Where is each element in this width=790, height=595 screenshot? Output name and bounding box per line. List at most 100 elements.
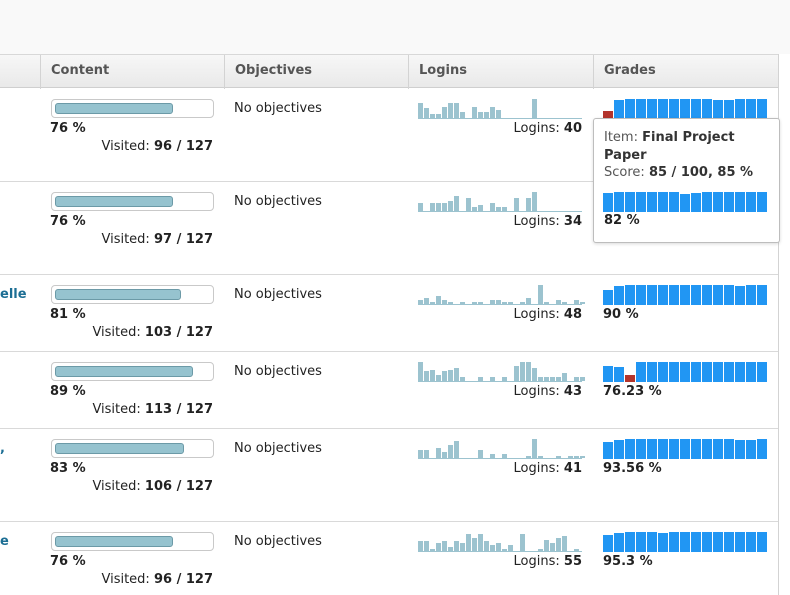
grade-bar[interactable] xyxy=(702,439,712,459)
grade-bar[interactable] xyxy=(669,99,679,119)
grade-bar[interactable] xyxy=(658,362,668,382)
grade-bar[interactable] xyxy=(647,439,657,459)
grade-bar[interactable] xyxy=(625,439,635,459)
grade-bar[interactable] xyxy=(757,362,767,382)
student-name-link[interactable]: , xyxy=(0,441,5,456)
grade-bar[interactable] xyxy=(603,442,613,459)
grade-bar[interactable] xyxy=(713,285,723,305)
grade-bar[interactable] xyxy=(680,99,690,119)
grade-bar[interactable] xyxy=(702,192,712,212)
grade-bar[interactable] xyxy=(680,362,690,382)
grade-bar[interactable] xyxy=(636,439,646,459)
grade-bar[interactable] xyxy=(702,99,712,119)
grade-bar[interactable] xyxy=(757,99,767,119)
grade-bar[interactable] xyxy=(603,366,613,382)
grade-bar[interactable] xyxy=(680,439,690,459)
grade-bar[interactable] xyxy=(713,100,723,119)
grade-bar[interactable] xyxy=(724,100,734,119)
logins-sparkline[interactable] xyxy=(418,532,582,552)
grade-bar[interactable] xyxy=(702,362,712,382)
grade-bar[interactable] xyxy=(757,192,767,212)
grade-bar[interactable] xyxy=(658,192,668,212)
grade-bar[interactable] xyxy=(669,532,679,552)
grade-bar[interactable] xyxy=(636,192,646,212)
grade-bar[interactable] xyxy=(625,192,635,212)
grade-bar[interactable] xyxy=(669,192,679,212)
grade-bar[interactable] xyxy=(680,285,690,305)
grade-bar[interactable] xyxy=(713,362,723,382)
grade-bar[interactable] xyxy=(603,193,613,212)
grades-chart[interactable] xyxy=(603,439,768,459)
grade-bar[interactable] xyxy=(746,192,756,212)
grade-bar[interactable] xyxy=(746,440,756,459)
grade-bar[interactable] xyxy=(669,362,679,382)
grade-bar[interactable] xyxy=(746,99,756,119)
grade-bar[interactable] xyxy=(713,192,723,212)
grade-bar[interactable] xyxy=(625,532,635,552)
grade-bar[interactable] xyxy=(702,532,712,552)
column-header-logins[interactable]: Logins xyxy=(408,55,593,89)
grade-bar[interactable] xyxy=(735,440,745,459)
grades-chart[interactable] xyxy=(603,362,768,382)
grade-bar[interactable] xyxy=(680,194,690,212)
grade-bar[interactable] xyxy=(636,285,646,305)
grade-bar[interactable] xyxy=(614,286,624,305)
grade-bar[interactable] xyxy=(691,193,701,212)
logins-sparkline[interactable] xyxy=(418,439,585,459)
grade-bar[interactable] xyxy=(702,285,712,305)
grade-bar[interactable] xyxy=(603,535,613,552)
grade-bar[interactable] xyxy=(691,439,701,459)
grade-bar[interactable] xyxy=(636,99,646,119)
grade-bar[interactable] xyxy=(614,367,624,382)
grade-bar[interactable] xyxy=(691,532,701,552)
grade-bar[interactable] xyxy=(658,439,668,459)
grade-bar[interactable] xyxy=(658,533,668,552)
column-header-content[interactable]: Content xyxy=(40,55,224,89)
grade-bar[interactable] xyxy=(724,192,734,212)
grade-bar[interactable] xyxy=(713,439,723,459)
grade-bar[interactable] xyxy=(614,533,624,552)
grade-bar[interactable] xyxy=(746,532,756,552)
grade-bar[interactable] xyxy=(735,192,745,212)
grade-bar[interactable] xyxy=(647,285,657,305)
grade-bar[interactable] xyxy=(625,99,635,119)
grade-bar[interactable] xyxy=(724,439,734,459)
grade-bar[interactable] xyxy=(647,362,657,382)
grade-bar[interactable] xyxy=(625,375,635,382)
grade-bar[interactable] xyxy=(713,532,723,552)
grade-bar[interactable] xyxy=(603,290,613,305)
grade-bar[interactable] xyxy=(691,99,701,119)
grade-bar[interactable] xyxy=(746,362,756,382)
grades-chart[interactable] xyxy=(603,99,768,119)
grade-bar[interactable] xyxy=(614,440,624,459)
grade-bar[interactable] xyxy=(647,99,657,119)
grade-bar[interactable] xyxy=(691,285,701,305)
grade-bar[interactable] xyxy=(757,532,767,552)
grade-bar[interactable] xyxy=(680,532,690,552)
logins-sparkline[interactable] xyxy=(418,362,585,382)
logins-sparkline[interactable] xyxy=(418,192,582,212)
grade-bar[interactable] xyxy=(669,439,679,459)
grade-bar[interactable] xyxy=(647,532,657,552)
grade-bar[interactable] xyxy=(647,192,657,212)
grade-bar[interactable] xyxy=(735,286,745,305)
grade-bar[interactable] xyxy=(636,532,646,552)
grade-bar[interactable] xyxy=(669,285,679,305)
grade-bar[interactable] xyxy=(691,362,701,382)
grade-bar[interactable] xyxy=(724,532,734,552)
grade-bar[interactable] xyxy=(658,285,668,305)
grade-bar[interactable] xyxy=(636,362,646,382)
grade-bar[interactable] xyxy=(724,362,734,382)
logins-sparkline[interactable] xyxy=(418,99,582,119)
column-header-grades[interactable]: Grades xyxy=(593,55,778,89)
grades-chart[interactable] xyxy=(603,532,768,552)
grade-bar[interactable] xyxy=(735,362,745,382)
grade-bar[interactable] xyxy=(603,111,613,119)
column-header-objectives[interactable]: Objectives xyxy=(224,55,408,89)
grade-bar[interactable] xyxy=(614,100,624,119)
grade-bar[interactable] xyxy=(614,192,624,212)
grade-bar[interactable] xyxy=(757,285,767,305)
grade-bar[interactable] xyxy=(724,285,734,305)
grade-bar[interactable] xyxy=(757,439,767,459)
grades-chart[interactable] xyxy=(603,285,768,305)
